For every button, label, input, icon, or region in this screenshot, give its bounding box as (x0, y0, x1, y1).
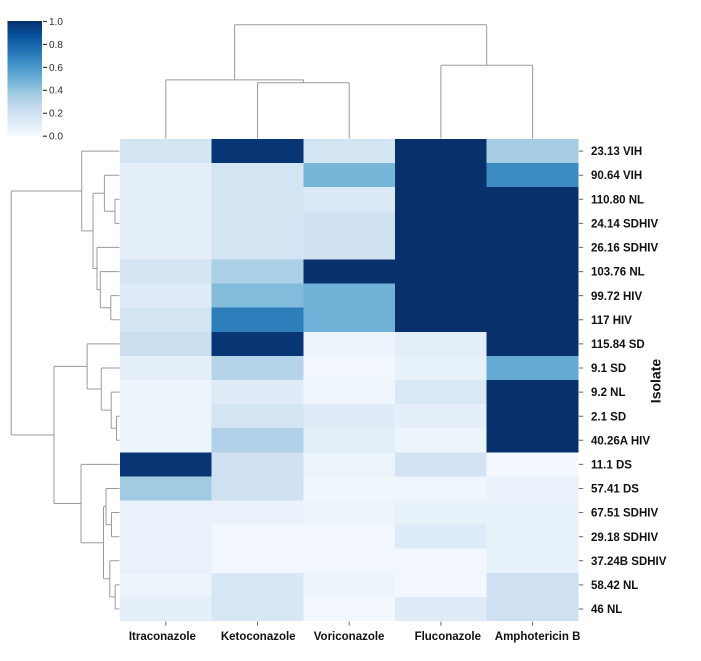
svg-text:90.64 VIH: 90.64 VIH (591, 170, 642, 182)
svg-text:117 HIV: 117 HIV (591, 315, 632, 327)
svg-text:57.41 DS: 57.41 DS (591, 484, 639, 496)
svg-text:58.42 NL: 58.42 NL (591, 580, 638, 592)
svg-text:Ketoconazole: Ketoconazole (221, 631, 296, 643)
svg-text:103.76 NL: 103.76 NL (591, 267, 645, 279)
svg-text:0.2: 0.2 (49, 109, 63, 120)
svg-text:115.84 SD: 115.84 SD (591, 339, 645, 351)
svg-text:0.0: 0.0 (49, 132, 63, 143)
svg-text:2.1 SD: 2.1 SD (591, 411, 626, 423)
svg-text:24.14 SDHIV: 24.14 SDHIV (591, 219, 658, 231)
svg-text:67.51 SDHIV: 67.51 SDHIV (591, 508, 658, 520)
svg-text:0.8: 0.8 (49, 40, 63, 51)
svg-text:0.4: 0.4 (49, 86, 63, 97)
svg-text:9.2 NL: 9.2 NL (591, 387, 626, 399)
svg-text:110.80 NL: 110.80 NL (591, 194, 644, 206)
svg-text:26.16 SDHIV: 26.16 SDHIV (591, 243, 658, 255)
svg-text:Itraconazole: Itraconazole (129, 631, 196, 643)
svg-text:37.24B SDHIV: 37.24B SDHIV (591, 556, 667, 568)
svg-text:46 NL: 46 NL (591, 604, 622, 616)
svg-text:99.72 HIV: 99.72 HIV (591, 291, 642, 303)
svg-text:0.6: 0.6 (49, 63, 63, 74)
svg-text:9.1 SD: 9.1 SD (591, 363, 626, 375)
svg-text:11.1 DS: 11.1 DS (591, 460, 632, 472)
svg-text:23.13 VIH: 23.13 VIH (591, 146, 642, 158)
svg-text:Isolate: Isolate (648, 359, 664, 404)
svg-text:1.0: 1.0 (49, 17, 63, 28)
svg-text:29.18 SDHIV: 29.18 SDHIV (591, 532, 658, 544)
svg-text:Fluconazole: Fluconazole (415, 631, 481, 643)
svg-text:40.26A HIV: 40.26A HIV (591, 435, 650, 447)
svg-text:Voriconazole: Voriconazole (314, 631, 385, 643)
svg-text:Amphotericin B: Amphotericin B (495, 631, 581, 643)
